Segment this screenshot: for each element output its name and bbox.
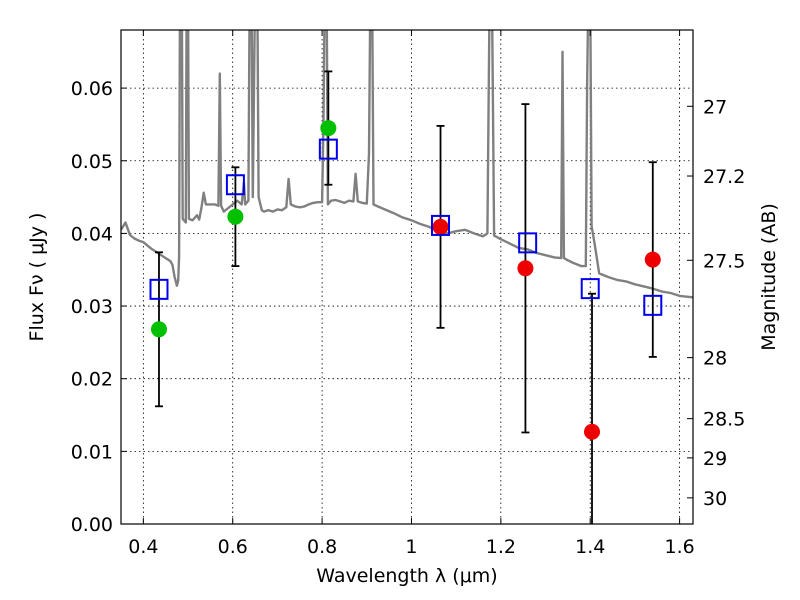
right-axis-title: Magnitude (AB): [758, 203, 780, 351]
data-point-circle: [644, 251, 661, 268]
model-spectrum: [121, 30, 693, 299]
tick-labels: 0.4 0.6 0.8 1 1.2 1.4 1.6 0.00 0.01 0.02 0.03 0.04 0…: [71, 78, 746, 558]
y-tick-label: 0.02: [71, 369, 113, 391]
data-point-circle: [150, 321, 167, 338]
model-point-square: [518, 232, 538, 254]
y-tick-label: 0.00: [71, 514, 113, 536]
x-tick-label: 1.6: [664, 536, 694, 558]
y-axis-title: Flux Fν ( μJy ): [26, 213, 48, 342]
data-point-circle: [432, 218, 449, 235]
plot-frame: [120, 29, 694, 525]
y-tick-label: 0.05: [71, 151, 113, 173]
right-tick-label: 27.2: [703, 166, 745, 188]
model-point-square: [225, 174, 245, 196]
y-tick-label: 0.03: [71, 296, 113, 318]
model-point-square: [643, 294, 663, 316]
right-tick-label: 27.5: [703, 250, 745, 272]
x-axis-title: Wavelength λ (μm): [316, 565, 497, 587]
error-bars: [154, 70, 657, 524]
data-point-circle: [227, 208, 244, 225]
data-point-circle: [517, 260, 534, 277]
model-point-square: [580, 278, 600, 300]
y-tick-label: 0.01: [71, 441, 113, 463]
x-tick-label: 0.4: [128, 536, 158, 558]
model-point-square: [318, 138, 338, 160]
x-tick-label: 1.2: [486, 536, 516, 558]
right-tick-label: 28: [703, 348, 727, 370]
axis-ticks: [121, 30, 693, 525]
data-markers: [149, 120, 663, 440]
x-tick-label: 1.4: [575, 536, 605, 558]
y-tick-label: 0.06: [71, 78, 113, 100]
model-spectrum-line: [121, 30, 693, 299]
right-tick-label: 29: [703, 448, 727, 470]
right-tick-label: 27: [703, 96, 727, 118]
x-tick-label: 1: [405, 536, 417, 558]
data-point-circle: [584, 423, 601, 440]
x-tick-label: 0.8: [307, 536, 337, 558]
model-point-square: [431, 214, 451, 236]
x-tick-label: 0.6: [218, 536, 248, 558]
right-tick-label: 30: [703, 488, 727, 510]
y-tick-label: 0.04: [71, 223, 113, 245]
model-point-square: [149, 278, 169, 300]
right-tick-label: 28.5: [703, 409, 745, 431]
data-point-circle: [320, 120, 337, 137]
